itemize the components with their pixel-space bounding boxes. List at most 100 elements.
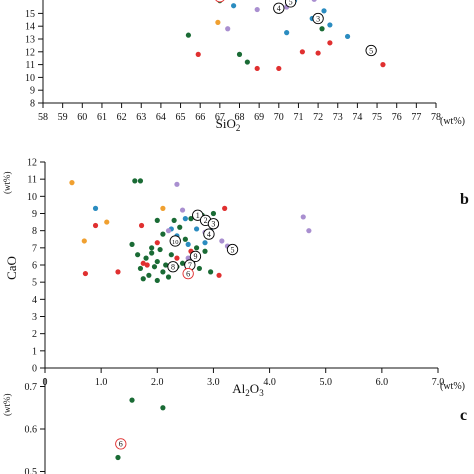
label-ring [203,228,215,240]
y-tick-label: 0.7 [25,382,38,393]
label-number: 5 [369,46,373,55]
x-tick-label: 75 [372,112,382,123]
data-point [151,264,158,270]
data-point [165,274,172,280]
panel-a-x-unit: (wt%) [440,116,465,127]
label-number: 9 [218,0,222,2]
label-ring [189,250,202,263]
circled-sample-label: 5 [365,44,377,57]
y-tick-label: 12 [27,158,37,169]
data-point [177,224,183,230]
panel-a-x-axis-label: SiO2 [216,116,241,133]
data-point [129,397,135,403]
data-point [137,178,144,184]
data-point [163,262,169,268]
label-ring [312,12,324,25]
data-point [202,248,208,254]
x-tick-label: 58 [38,112,48,123]
data-point [82,270,89,277]
panel-c-label: c [460,407,467,424]
label-ring [169,235,181,247]
data-point [115,454,121,461]
y-tick-label: 1 [32,346,37,357]
data-point [327,22,333,28]
data-point [179,260,186,266]
x-tick-label: 62 [117,112,127,123]
y-tick-label: 6 [32,261,37,272]
data-point [315,50,321,56]
data-point [144,262,150,268]
x-tick-label: 3.0 [207,377,220,388]
x-tick-label: 66 [195,112,205,123]
y-tick-label: 2 [32,329,37,340]
x-tick-label: 68 [235,112,245,123]
circled-sample-label: 9 [189,250,202,263]
panel-b-x-unit: (wt%) [440,381,465,392]
data-point [174,255,180,261]
data-point [140,260,146,266]
data-point [154,277,160,284]
data-point [115,269,121,275]
panel-b-label: b [460,191,469,208]
x-tick-label: 73 [333,112,343,123]
x-tick-label: 7.0 [432,377,445,388]
y-tick-label: 13 [25,35,35,46]
panel-a-points [185,0,386,72]
x-tick-label: 4.0 [263,377,276,388]
panel-c-points [115,397,166,461]
label-number: 6 [186,269,190,278]
y-tick-label: 3 [32,312,37,323]
data-point [171,217,177,223]
data-point [300,214,306,220]
data-point [104,219,110,225]
x-tick-label: 65 [176,112,186,123]
data-point [135,252,141,258]
label-ring [284,0,297,8]
label-ring [273,2,285,14]
x-tick-label: 72 [313,112,323,123]
data-point [149,245,155,251]
y-tick-label: 5 [32,278,37,289]
data-point [306,228,312,234]
panel-a: 9 4 5 3 5 58 59 60 61 62 63 64 65 66 67 68 69 70 71 72 73 74… [25,0,465,133]
y-tick-label: 4 [32,295,37,306]
data-point [244,59,250,65]
data-point [208,269,214,275]
panel-c-sample-labels: 6 [115,438,127,450]
x-tick-label: 71 [293,112,303,123]
data-point [231,3,237,9]
data-point [154,217,160,223]
data-point [160,231,166,237]
panel-b-y-unit: (wt%) [2,172,12,195]
panel-c: c (wt%) 6 0.5 0.6 0.7 [2,378,467,474]
label-number: 5 [231,245,235,254]
circled-sample-label: 6 [115,438,127,450]
data-point [132,178,138,184]
label-ring [226,243,239,256]
data-point [154,240,160,246]
data-point [299,49,305,55]
data-point [210,210,217,217]
data-point [140,276,146,282]
circled-sample-label: 1 [192,209,204,221]
x-tick-label: 59 [58,112,68,123]
label-number: 1 [196,211,200,220]
label-number: 10 [172,239,179,246]
circled-sample-label: 8 [167,261,179,273]
data-point [195,51,201,57]
y-tick-label: 11 [25,60,35,71]
label-ring [365,44,377,57]
x-tick-label: 2.0 [151,377,164,388]
data-point [146,272,152,278]
y-tick-label: 8 [30,99,35,110]
data-point [92,205,99,211]
data-point [138,222,145,229]
label-number: 9 [193,252,197,261]
label-number: 3 [211,220,215,229]
data-point [311,0,317,2]
y-tick-label: 12 [25,47,35,58]
circled-sample-label: 5 [284,0,297,8]
circled-sample-label: 3 [207,218,220,230]
